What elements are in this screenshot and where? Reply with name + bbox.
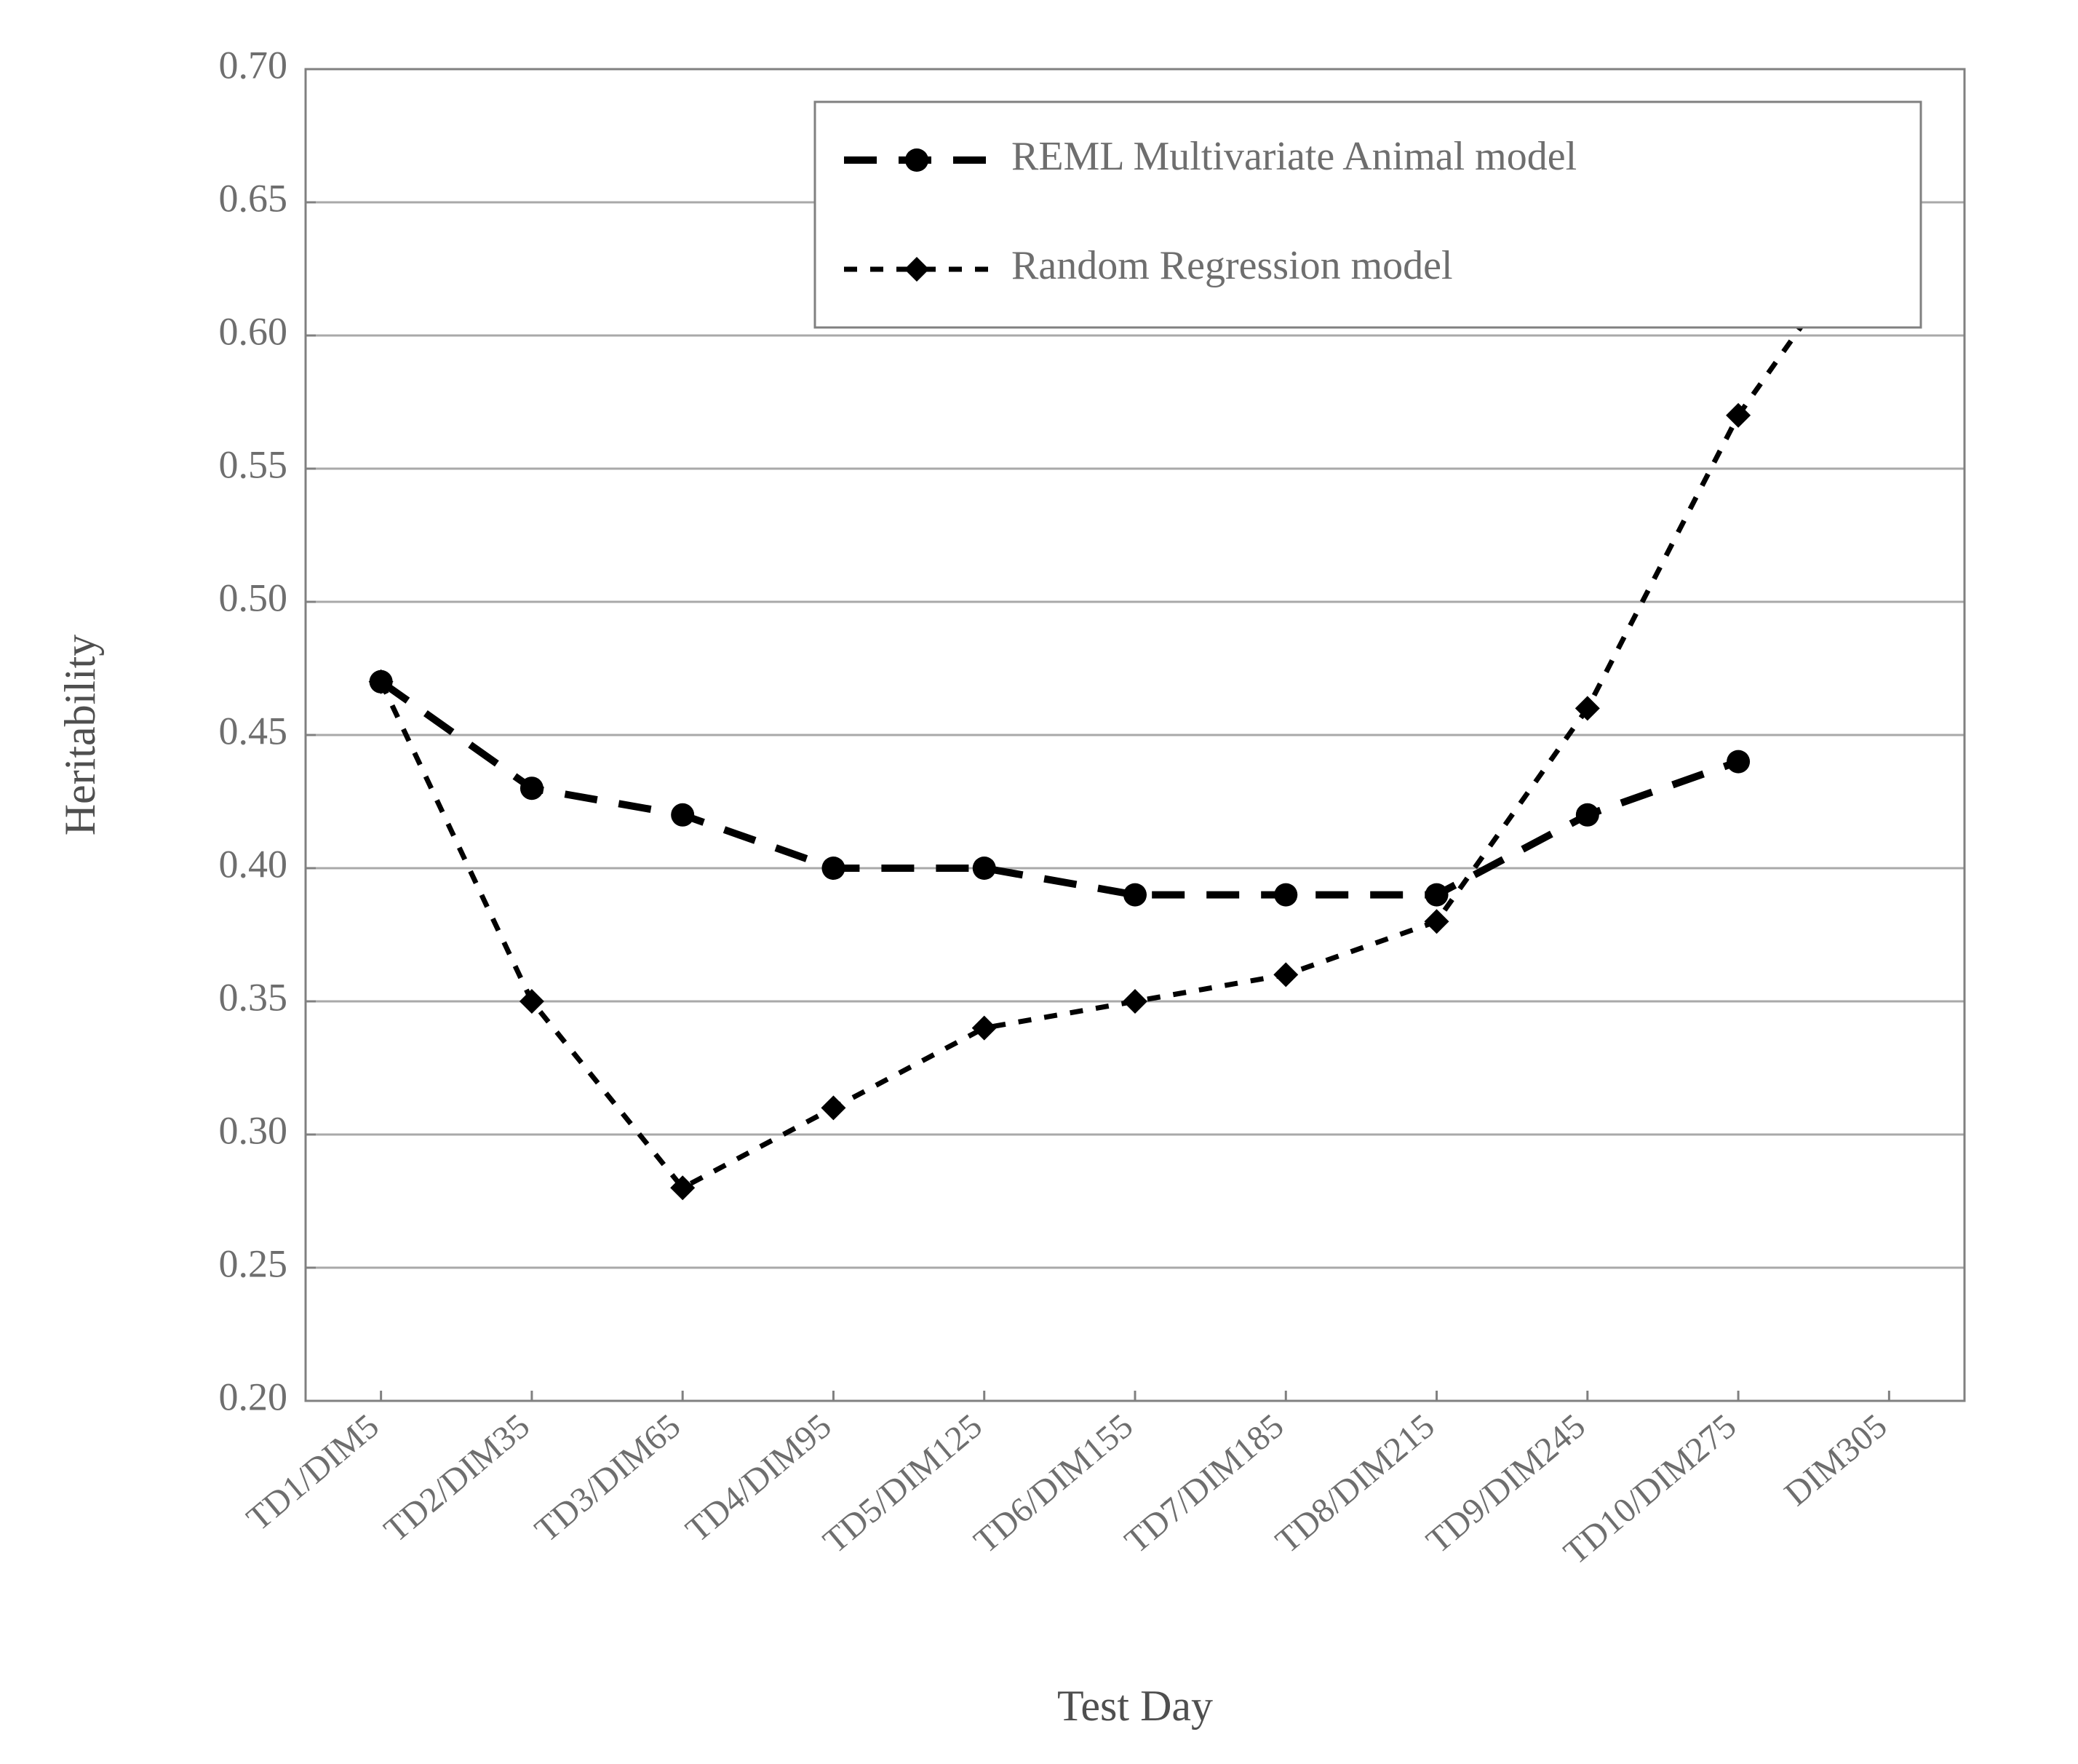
y-tick-label: 0.20 [219,1375,288,1418]
y-tick-label: 0.25 [219,1241,288,1285]
y-tick-label: 0.50 [219,576,288,619]
legend-label: Random Regression model [1011,243,1453,288]
y-tick-label: 0.40 [219,842,288,886]
y-tick-label: 0.70 [219,43,288,87]
y-tick-label: 0.30 [219,1108,288,1152]
y-tick-label: 0.60 [219,309,288,353]
x-axis-title: Test Day [1057,1682,1213,1730]
y-tick-label: 0.55 [219,442,288,486]
chart-svg: 0.20 0.25 0.30 0.35 0.40 0.45 0.50 0.55 0.60 0.65… [0,0,2078,1764]
y-tick-label: 0.35 [219,975,288,1019]
heritability-chart: 0.20 0.25 0.30 0.35 0.40 0.45 0.50 0.55 0.60 0.65… [0,0,2078,1764]
legend-label: REML Multivariate Animal model [1011,134,1577,179]
y-tick-label: 0.65 [219,176,288,220]
y-tick-label: 0.45 [219,709,288,752]
y-axis-title: Heritability [56,635,104,836]
